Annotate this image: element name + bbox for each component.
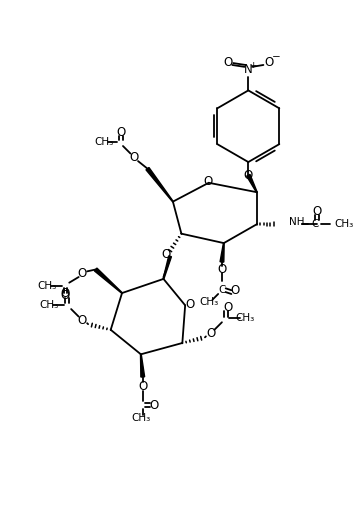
- Text: CH₃: CH₃: [235, 314, 254, 324]
- Text: O: O: [206, 327, 215, 340]
- Text: O: O: [185, 298, 194, 311]
- Text: O: O: [217, 263, 227, 276]
- Text: NH: NH: [289, 217, 304, 228]
- Text: CH₃: CH₃: [131, 413, 150, 423]
- Text: +: +: [249, 62, 257, 70]
- Text: O: O: [223, 56, 232, 69]
- Text: O: O: [162, 248, 171, 261]
- Polygon shape: [95, 268, 122, 293]
- Text: O: O: [264, 56, 274, 69]
- Text: O: O: [116, 126, 126, 139]
- Polygon shape: [247, 174, 257, 193]
- Text: C: C: [218, 285, 225, 295]
- Text: O: O: [61, 288, 70, 301]
- Text: CH₃: CH₃: [39, 300, 58, 310]
- Text: −: −: [272, 52, 281, 63]
- Polygon shape: [163, 256, 171, 279]
- Polygon shape: [146, 168, 173, 202]
- Text: N: N: [244, 63, 253, 76]
- Text: CH₃: CH₃: [37, 281, 56, 291]
- Text: CH₃: CH₃: [334, 219, 353, 229]
- Text: O: O: [78, 267, 87, 280]
- Text: CH₃: CH₃: [95, 137, 114, 147]
- Text: O: O: [130, 151, 139, 164]
- Text: O: O: [138, 380, 147, 393]
- Text: O: O: [149, 399, 159, 412]
- Polygon shape: [141, 354, 145, 377]
- Text: CH₃: CH₃: [199, 296, 218, 306]
- Text: O: O: [78, 314, 87, 327]
- Text: O: O: [61, 289, 70, 302]
- Polygon shape: [220, 243, 224, 262]
- Text: O: O: [230, 284, 240, 296]
- Text: O: O: [203, 175, 212, 188]
- Text: O: O: [313, 205, 322, 218]
- Text: C: C: [312, 219, 319, 229]
- Text: O: O: [244, 169, 253, 182]
- Text: O: O: [223, 301, 232, 314]
